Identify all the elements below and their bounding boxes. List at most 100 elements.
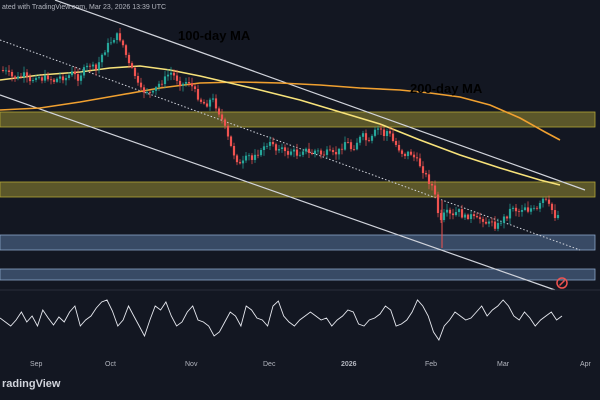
candle	[118, 28, 122, 43]
candle	[478, 212, 482, 224]
candle-body	[550, 203, 554, 211]
candle-body	[55, 78, 59, 82]
candle-body	[319, 150, 323, 155]
candle	[67, 72, 71, 81]
candle	[385, 128, 389, 141]
candle-body	[334, 152, 338, 155]
candle-body	[442, 212, 446, 221]
candle	[508, 203, 512, 225]
candle	[76, 68, 80, 87]
candle-body	[214, 98, 218, 109]
candle	[64, 74, 68, 86]
candle-body	[325, 149, 329, 155]
candle-body	[40, 77, 44, 81]
candle	[97, 56, 101, 74]
candle	[295, 143, 299, 159]
candle	[154, 86, 158, 95]
candle	[460, 204, 464, 219]
ma100-label: 100-day MA	[178, 28, 251, 43]
chart-caption: ated with TradingView.com, Mar 23, 2026 …	[2, 4, 166, 11]
candle	[418, 153, 422, 168]
candle-body	[415, 157, 419, 159]
candle	[316, 148, 320, 155]
candle	[376, 125, 380, 135]
candle	[388, 126, 392, 137]
candle	[40, 74, 44, 84]
candle-body	[181, 83, 185, 86]
candle	[136, 72, 140, 86]
ma200-line	[0, 81, 561, 141]
candle	[217, 106, 221, 118]
candle-body	[208, 99, 212, 107]
candle	[196, 84, 200, 102]
candle-body	[337, 148, 341, 155]
candle-body	[238, 162, 242, 164]
candle	[436, 191, 440, 218]
candle	[199, 97, 203, 104]
candle	[490, 217, 494, 227]
alert-icon[interactable]	[556, 277, 568, 289]
candle-body	[124, 45, 128, 55]
candle-body	[178, 80, 182, 86]
candle-body	[190, 83, 194, 87]
candle-body	[307, 148, 311, 153]
candle	[304, 147, 308, 155]
candle-body	[460, 209, 464, 218]
candle-body	[136, 75, 140, 83]
candle	[61, 73, 65, 84]
candle-body	[217, 108, 221, 115]
candle-body	[16, 76, 20, 79]
candle	[52, 77, 56, 85]
candle-body	[523, 207, 527, 211]
candle	[142, 84, 146, 99]
candle	[454, 206, 458, 217]
candle-body	[394, 141, 398, 145]
candle	[268, 136, 272, 151]
candle	[286, 147, 290, 159]
x-tick-mar: Mar	[497, 361, 510, 368]
candle	[448, 207, 452, 220]
candle-body	[91, 64, 95, 67]
candle	[235, 153, 239, 166]
candle-body	[13, 76, 17, 79]
candle-body	[52, 79, 56, 82]
channel-layer	[0, 0, 586, 291]
candle-body	[502, 216, 506, 223]
candle-body	[268, 141, 272, 146]
candle-body	[142, 87, 146, 93]
candle	[517, 208, 521, 217]
resistance-zone-1	[0, 111, 596, 128]
candle	[151, 89, 155, 95]
candle	[247, 153, 251, 161]
candle	[70, 66, 74, 77]
candle-body	[85, 65, 89, 68]
candle	[373, 127, 377, 138]
candle	[106, 38, 110, 57]
candle	[193, 83, 197, 93]
candle	[13, 75, 17, 82]
candle	[175, 69, 179, 85]
candle	[85, 62, 89, 72]
candle-body	[19, 76, 23, 78]
candle-body	[148, 92, 152, 93]
candle-body	[358, 136, 362, 143]
candle-body	[445, 209, 449, 213]
candle-body	[220, 114, 224, 120]
candle	[313, 148, 317, 158]
candle-body	[7, 70, 11, 72]
alert-icon-ring	[556, 277, 568, 289]
candle	[25, 69, 29, 83]
candle-body	[364, 133, 368, 141]
candle	[346, 138, 350, 144]
candle-body	[277, 149, 281, 151]
candle-body	[247, 155, 251, 157]
candle-body	[421, 166, 425, 174]
candle	[526, 201, 530, 214]
candle	[391, 128, 395, 143]
candle-body	[388, 131, 392, 134]
candle-body	[280, 147, 284, 150]
candle	[379, 124, 383, 135]
candle	[514, 204, 518, 217]
candle	[484, 217, 488, 225]
candle	[328, 145, 332, 152]
